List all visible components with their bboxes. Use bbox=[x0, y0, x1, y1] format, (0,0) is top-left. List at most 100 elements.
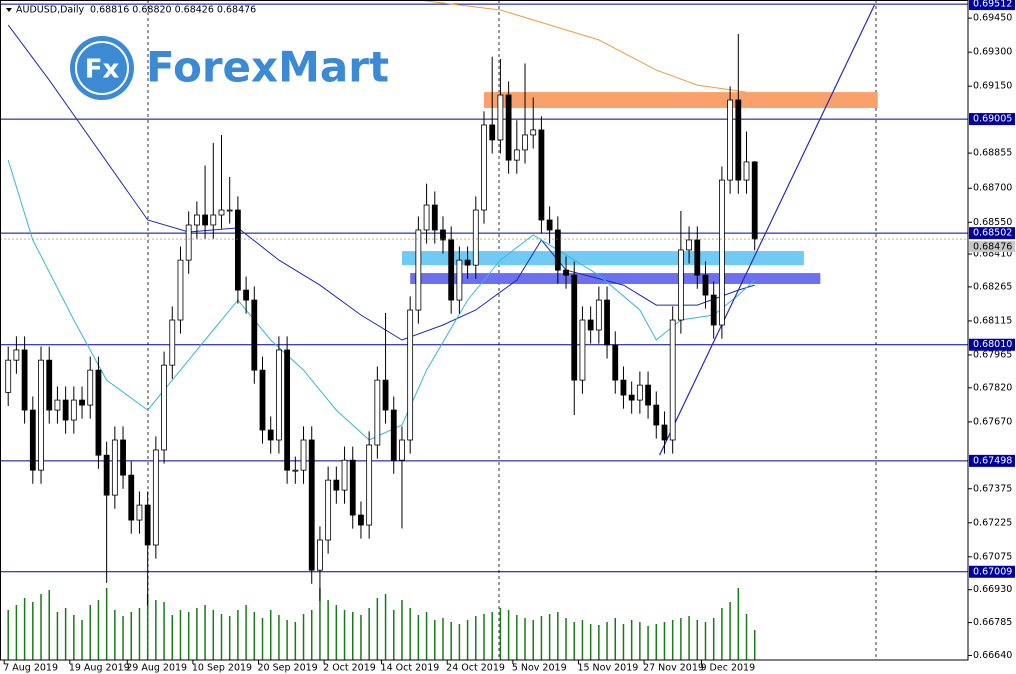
candle-body bbox=[620, 379, 627, 396]
plot-border bbox=[0, 0, 969, 661]
volume-bar bbox=[581, 620, 584, 660]
volume-bar bbox=[187, 612, 190, 660]
candle-body bbox=[431, 204, 438, 231]
candle-body bbox=[677, 249, 684, 321]
volume-bar bbox=[630, 620, 633, 660]
volume-bar bbox=[475, 616, 477, 660]
volume-bar bbox=[319, 588, 321, 660]
volume-bar bbox=[704, 622, 707, 660]
volume-bar bbox=[204, 605, 206, 660]
candle-body bbox=[390, 409, 397, 461]
candle-body bbox=[497, 94, 504, 141]
volume-bar bbox=[155, 600, 157, 660]
candle-body bbox=[538, 129, 545, 221]
candle-body bbox=[571, 274, 578, 381]
candle-body bbox=[628, 394, 635, 401]
x-tick-label: 2 Oct 2019 bbox=[323, 663, 376, 674]
candle-body bbox=[333, 479, 340, 491]
volume-bar bbox=[97, 600, 100, 660]
volume-bar bbox=[40, 594, 42, 660]
volume-bar bbox=[360, 615, 362, 660]
volume-bar bbox=[15, 605, 18, 660]
x-tick-label: 7 Aug 2019 bbox=[3, 663, 58, 674]
candle-body bbox=[46, 359, 53, 411]
candle-body bbox=[358, 514, 364, 526]
candle-body bbox=[440, 229, 446, 241]
price-level-box bbox=[969, 565, 1015, 578]
candle-body bbox=[13, 349, 20, 361]
x-tick-label: 29 Aug 2019 bbox=[126, 663, 187, 674]
volume-bar bbox=[589, 624, 592, 660]
candle-body bbox=[554, 229, 561, 271]
candle-body bbox=[382, 379, 389, 411]
volume-bar bbox=[286, 620, 288, 660]
volume-bar bbox=[212, 610, 215, 660]
candle-body bbox=[54, 399, 61, 411]
volume-bar bbox=[269, 610, 272, 660]
candle-body bbox=[120, 439, 126, 476]
volume-bar bbox=[548, 614, 551, 660]
price-level-label: 0.68502 bbox=[973, 228, 1012, 239]
volume-bar bbox=[409, 608, 411, 660]
y-tick-label: 0.67820 bbox=[973, 382, 1012, 393]
price-level-label: 0.67498 bbox=[973, 455, 1012, 466]
candle-body bbox=[604, 299, 610, 346]
volume-bar bbox=[163, 602, 165, 660]
candle-body bbox=[448, 239, 455, 301]
candle-body bbox=[317, 539, 323, 571]
y-tick-label: 0.66640 bbox=[973, 650, 1012, 661]
candle-body bbox=[128, 474, 135, 521]
x-tick-label: 9 Dec 2019 bbox=[700, 663, 755, 674]
header-arrow bbox=[6, 8, 12, 12]
candle-body bbox=[505, 94, 512, 161]
candle-body bbox=[456, 259, 463, 301]
candle-body bbox=[407, 309, 414, 441]
candle-body bbox=[185, 224, 192, 261]
candle-body bbox=[169, 319, 176, 366]
candle-body bbox=[579, 319, 586, 381]
candle-body bbox=[111, 439, 118, 496]
candle-body bbox=[226, 209, 233, 212]
trendline bbox=[659, 4, 876, 456]
candle-body bbox=[710, 294, 717, 326]
x-tick-label: 20 Sep 2019 bbox=[258, 663, 318, 674]
y-tick-label: 0.68410 bbox=[973, 249, 1012, 260]
volume-bar bbox=[73, 615, 75, 660]
candle-body bbox=[38, 359, 44, 471]
volume-bar bbox=[614, 618, 617, 660]
volume-bar bbox=[401, 600, 403, 660]
candle-body bbox=[341, 459, 348, 491]
x-tick-label: 24 Oct 2019 bbox=[446, 663, 505, 674]
volume-bar bbox=[483, 614, 485, 660]
y-tick-label: 0.67965 bbox=[973, 349, 1012, 360]
volume-bar bbox=[647, 626, 649, 660]
y-tick-label: 0.66785 bbox=[973, 617, 1012, 628]
last-price-box bbox=[969, 241, 1015, 253]
volume-bar bbox=[114, 610, 116, 660]
volume-bar bbox=[237, 610, 239, 660]
last-price-label: 0.68476 bbox=[973, 242, 1012, 253]
volume-bar bbox=[376, 598, 379, 660]
chart-title: AUDUSD,Daily bbox=[16, 5, 85, 16]
volume-bar bbox=[417, 615, 420, 660]
candle-body bbox=[587, 319, 594, 331]
volume-bar bbox=[89, 605, 91, 660]
volume-bar bbox=[179, 610, 182, 660]
candle-body bbox=[702, 274, 709, 296]
candle-body bbox=[79, 399, 85, 406]
volume-bar bbox=[450, 622, 452, 660]
candle-body bbox=[481, 124, 487, 211]
volume-bar bbox=[327, 600, 329, 660]
volume-bar bbox=[7, 610, 9, 660]
zone bbox=[401, 251, 804, 266]
volume-bar bbox=[434, 620, 436, 660]
volume-bar bbox=[507, 610, 510, 660]
x-tick-label: 10 Sep 2019 bbox=[192, 663, 252, 674]
candle-body bbox=[276, 349, 282, 441]
y-tick-label: 0.68700 bbox=[973, 183, 1012, 194]
candle-body bbox=[612, 344, 619, 381]
x-tick-label: 15 Nov 2019 bbox=[577, 663, 638, 674]
volume-bar bbox=[310, 610, 313, 660]
candle-body bbox=[5, 359, 12, 393]
